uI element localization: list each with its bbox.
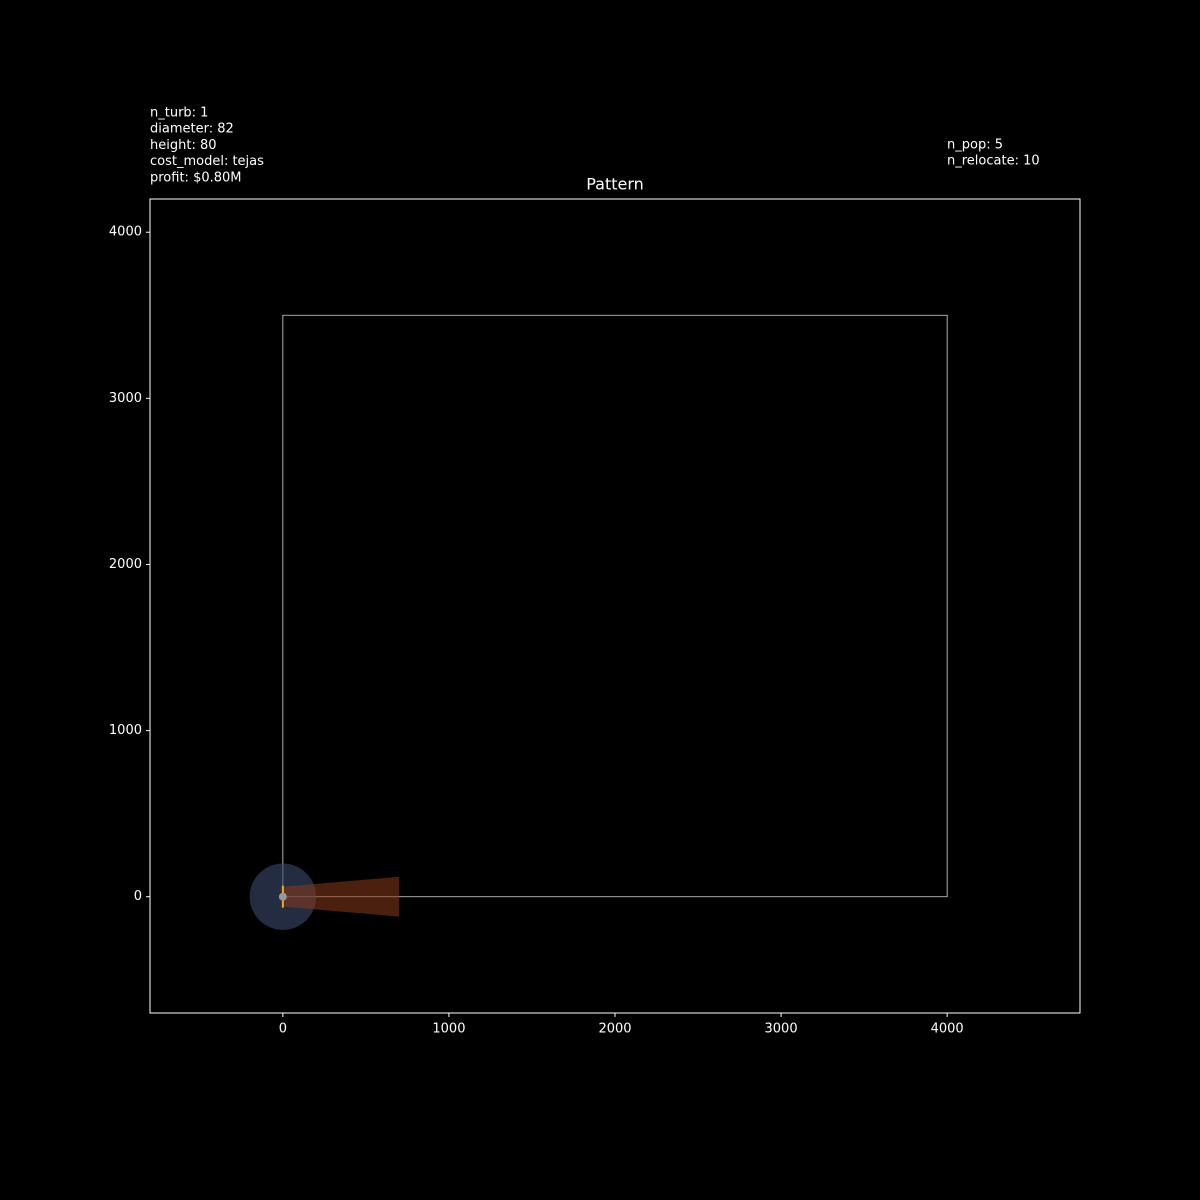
y-tick-label: 1000: [109, 723, 142, 738]
annotation: profit: $0.80M: [150, 170, 242, 185]
x-tick-label: 0: [279, 1022, 287, 1037]
y-tick-label: 2000: [109, 557, 142, 572]
x-tick-label: 4000: [931, 1022, 964, 1037]
annotation: n_pop: 5: [947, 138, 1003, 153]
annotation: height: 80: [150, 138, 217, 153]
y-tick-label: 0: [134, 889, 142, 904]
y-tick-label: 4000: [109, 225, 142, 240]
boundary: [282, 314, 948, 898]
x-tick-label: 1000: [432, 1022, 465, 1037]
x-tick-label: 2000: [598, 1022, 631, 1037]
annotation: n_relocate: 10: [947, 154, 1040, 169]
y-tick-label: 3000: [109, 391, 142, 406]
wake: [282, 876, 400, 917]
x-tick-label: 3000: [765, 1022, 798, 1037]
chart-title: Pattern: [586, 175, 644, 194]
turbine: [278, 892, 287, 901]
annotation: diameter: 82: [150, 122, 234, 137]
annotation: cost_model: tejas: [150, 154, 264, 169]
annotation: n_turb: 1: [150, 106, 208, 121]
